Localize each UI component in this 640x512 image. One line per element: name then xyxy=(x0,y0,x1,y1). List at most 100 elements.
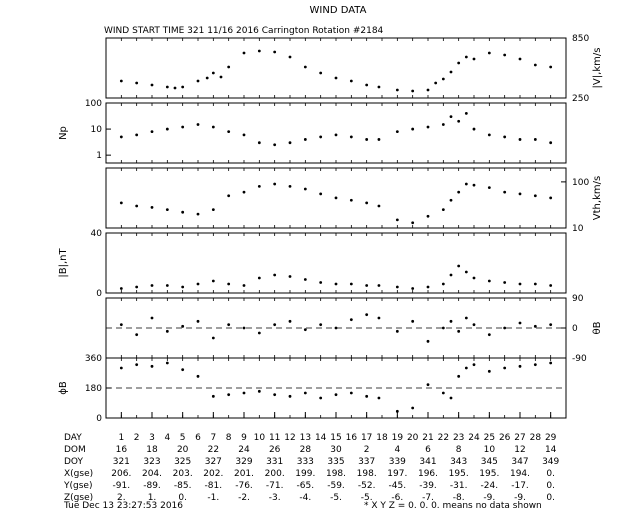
data-point xyxy=(365,394,369,398)
data-point xyxy=(441,326,445,330)
data-point xyxy=(449,70,453,74)
data-point xyxy=(273,323,277,327)
data-point xyxy=(303,138,307,141)
axis-row-value: 18 xyxy=(376,433,388,443)
data-point xyxy=(227,65,231,69)
data-point xyxy=(549,141,553,145)
axis-row-value: 17 xyxy=(361,433,372,443)
data-point xyxy=(533,138,537,141)
data-point xyxy=(242,190,246,194)
data-point xyxy=(211,125,215,129)
data-point xyxy=(503,281,507,284)
axis-row-value: 2. xyxy=(117,493,126,503)
data-point xyxy=(150,83,154,87)
axis-row-value: 10 xyxy=(254,433,266,443)
axis-row-value: 30 xyxy=(330,445,342,455)
y-tick-label: 1 xyxy=(96,151,102,161)
axis-row-value: -1. xyxy=(207,493,219,503)
axis-row-value: 198. xyxy=(326,469,346,479)
data-point xyxy=(334,196,338,200)
axis-row-value: -31. xyxy=(450,481,468,491)
panel-field-magnitude: 40 0 |B|,nT xyxy=(58,229,567,299)
data-point xyxy=(377,396,381,400)
data-point xyxy=(549,196,553,200)
axis-row-value: 0. xyxy=(178,493,187,503)
y-tick-label: 100 xyxy=(572,178,589,188)
data-point xyxy=(150,130,154,134)
data-point xyxy=(503,135,507,139)
axis-row-value: -9. xyxy=(514,493,526,503)
axis-row-value: 6 xyxy=(425,445,431,455)
data-point xyxy=(165,127,169,131)
data-point xyxy=(349,318,353,322)
data-point xyxy=(349,135,353,139)
data-point xyxy=(487,333,491,337)
axis-row-value: -52. xyxy=(358,481,376,491)
data-point xyxy=(319,192,323,196)
data-point xyxy=(119,79,123,83)
data-point xyxy=(457,119,461,123)
data-point xyxy=(227,194,231,198)
axis-row-value: 200. xyxy=(265,469,285,479)
axis-row-value: 2 xyxy=(134,433,140,443)
data-point xyxy=(377,316,381,320)
data-point xyxy=(549,361,553,365)
y-tick-label: 10 xyxy=(91,125,103,135)
data-point xyxy=(119,201,123,205)
axis-row-value: 337 xyxy=(358,457,375,467)
data-point xyxy=(319,323,323,327)
data-point xyxy=(426,125,430,129)
data-point xyxy=(411,406,415,410)
axis-row-value: 206. xyxy=(111,469,131,479)
data-point xyxy=(349,79,353,83)
axis-row-value: 14 xyxy=(315,433,327,443)
plot-panels: 850 250|V|,km/s 100 10 1 Np 100 10 Vth,km/s 40 0 |B… xyxy=(58,34,603,424)
axis-row-value: 22 xyxy=(438,433,449,443)
data-point xyxy=(349,198,353,202)
data-point xyxy=(196,79,200,83)
axis-row-value: -45. xyxy=(389,481,407,491)
data-point xyxy=(426,383,430,387)
data-point xyxy=(319,71,323,75)
axis-row-value: 199. xyxy=(295,469,315,479)
data-point xyxy=(472,323,476,327)
y-tick-label: 250 xyxy=(572,94,589,104)
data-point xyxy=(242,391,246,395)
data-point xyxy=(533,194,537,198)
data-point xyxy=(377,85,381,89)
axis-row-value: 197. xyxy=(387,469,407,479)
axis-row-value: 333 xyxy=(297,457,314,467)
data-point xyxy=(119,135,123,139)
axis-row-value: 29 xyxy=(545,433,557,443)
data-point xyxy=(441,123,445,126)
data-point xyxy=(487,279,491,283)
data-point xyxy=(472,276,476,280)
axis-row-value: -4. xyxy=(299,493,311,503)
data-point xyxy=(227,130,231,134)
data-point xyxy=(395,130,399,134)
data-point xyxy=(457,61,461,65)
data-point xyxy=(411,287,415,290)
axis-row-value: 26 xyxy=(499,433,511,443)
axis-row-value: -17. xyxy=(511,481,529,491)
data-point xyxy=(441,77,445,81)
axis-row-value: 1 xyxy=(118,433,124,443)
y-tick-label: 180 xyxy=(85,384,102,394)
axis-row-label: DOY xyxy=(64,457,84,467)
data-point xyxy=(395,88,399,92)
data-point xyxy=(303,278,307,281)
data-point xyxy=(242,133,246,137)
figure-footnote: * X Y Z = 0. 0. 0. means no data shown xyxy=(364,501,542,511)
axis-row-value: 347 xyxy=(511,457,528,467)
axis-row-value: 5 xyxy=(180,433,186,443)
axis-row-value: 201. xyxy=(234,469,254,479)
data-point xyxy=(165,361,169,365)
axis-row-value: 12 xyxy=(284,433,295,443)
data-point xyxy=(426,285,430,289)
axis-row-value: 9 xyxy=(241,433,247,443)
data-point xyxy=(449,273,453,277)
axis-row-value: -39. xyxy=(419,481,437,491)
data-point xyxy=(395,218,399,222)
axis-row-value: -7. xyxy=(422,493,434,503)
axis-row-value: 6 xyxy=(195,433,201,443)
